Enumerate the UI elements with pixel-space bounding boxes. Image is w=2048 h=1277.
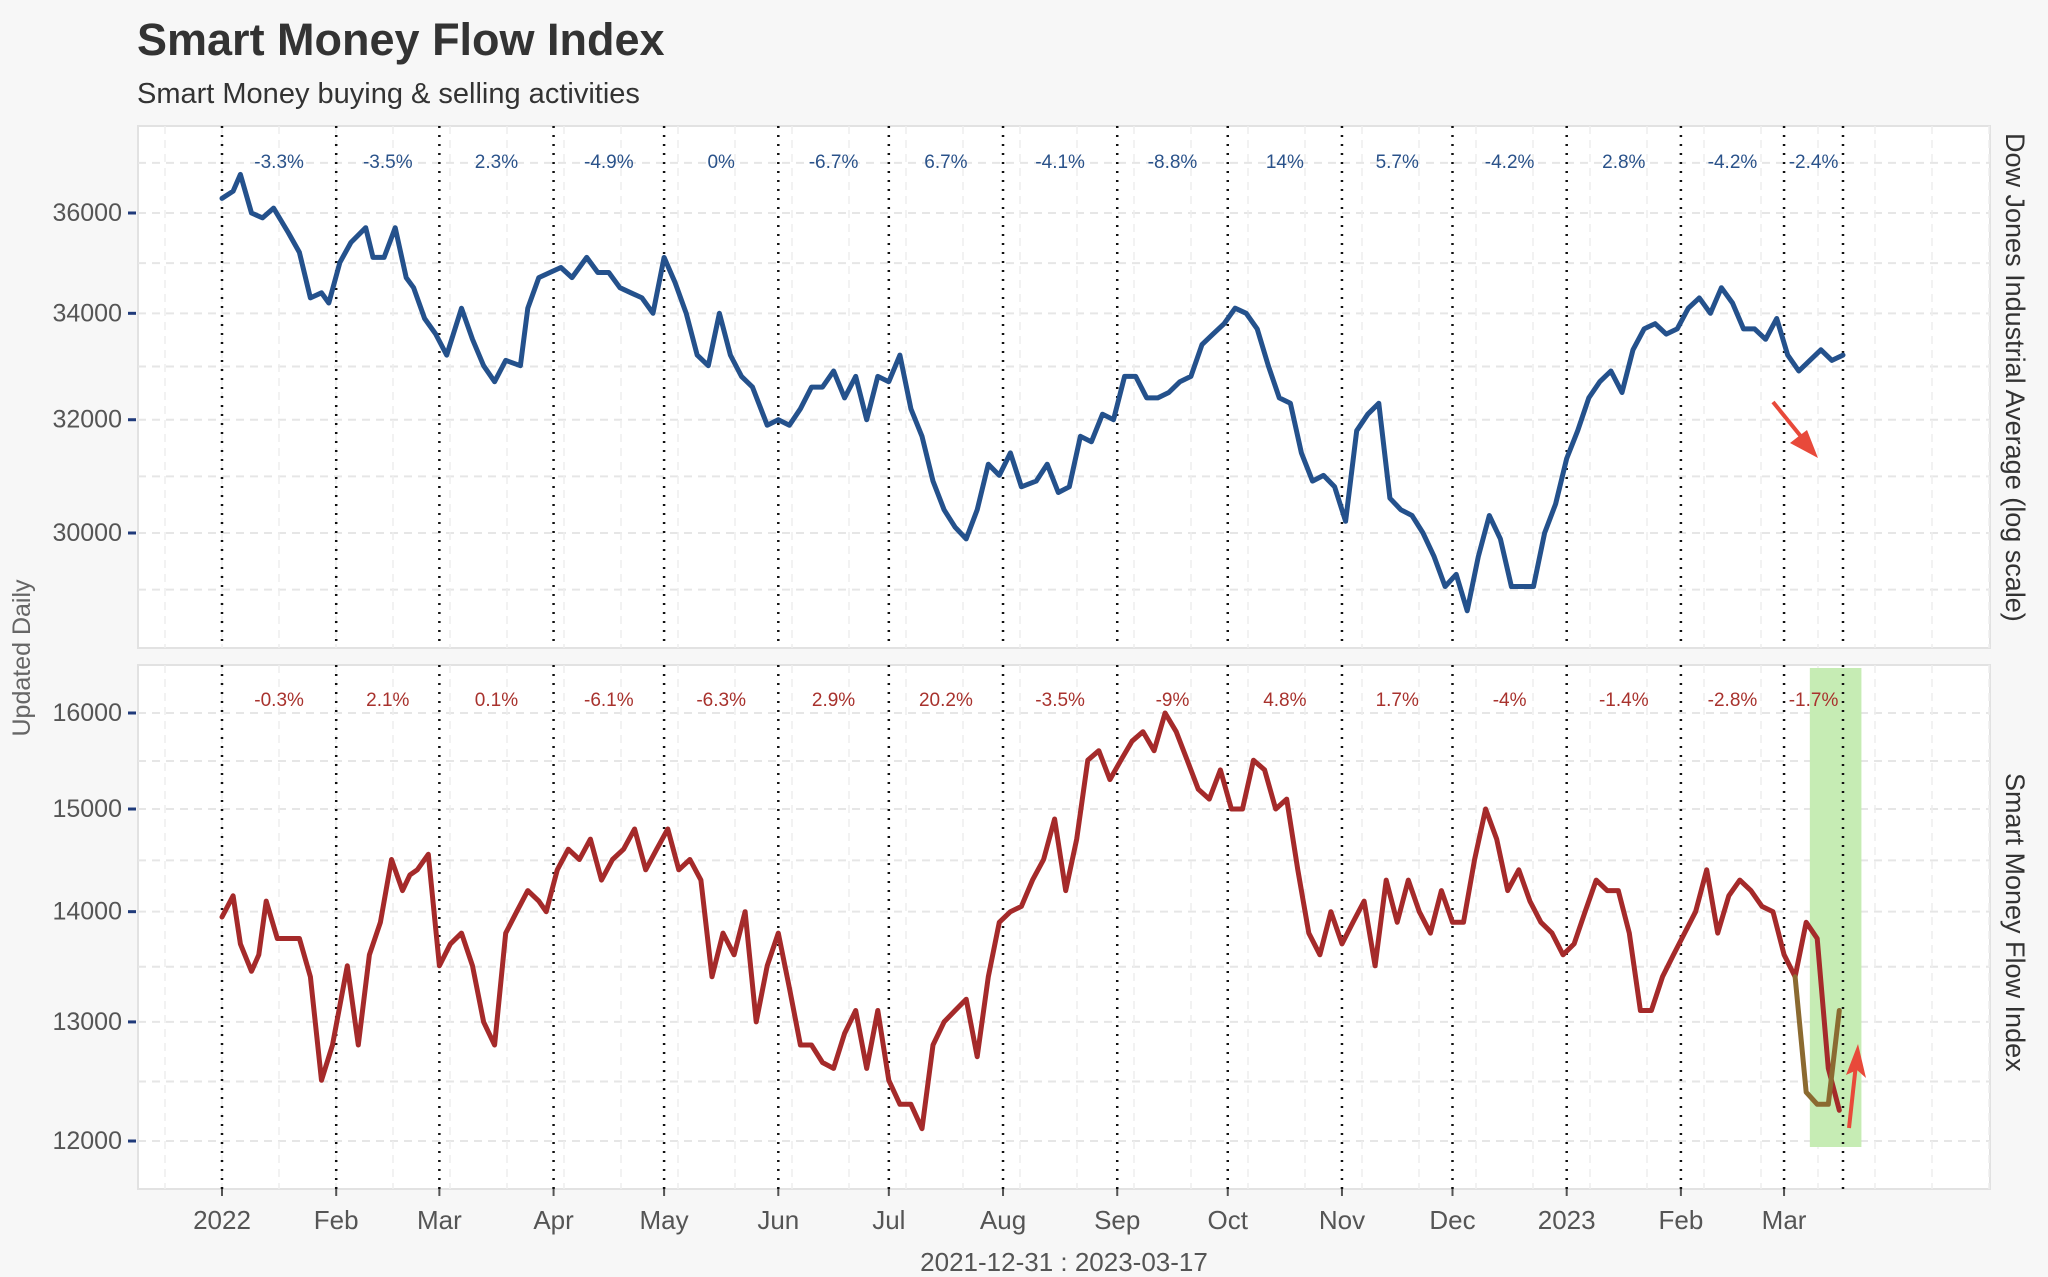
bottom-y-axis-ticks: 12000 13000 14000 15000 16000 <box>52 699 136 1155</box>
chart-subtitle: Smart Money buying & selling activities <box>137 78 640 110</box>
up-arrow-annotation <box>1846 1044 1866 1129</box>
x-tick-label: Jul <box>872 1205 905 1235</box>
top-monthly-change-label: -6.7% <box>809 152 859 173</box>
bottom-y-tick-label: 15000 <box>52 795 122 823</box>
x-tick-label: Mar <box>1762 1205 1807 1235</box>
date-range-label: 2021-12-31 : 2023-03-17 <box>920 1247 1208 1277</box>
top-monthly-change-label: -4.2% <box>1708 152 1758 173</box>
bottom-y-tick-label: 12000 <box>52 1127 122 1155</box>
top-panel-bg <box>137 125 1991 649</box>
top-monthly-change-label: -8.8% <box>1148 152 1198 173</box>
top-monthly-change-label: -3.5% <box>363 152 413 173</box>
top-right-axis-label: Dow Jones Industrial Average (log scale) <box>2000 133 2030 622</box>
bottom-monthly-change-label: -3.5% <box>1035 690 1085 711</box>
bottom-monthly-change-label: -2.8% <box>1708 690 1758 711</box>
bottom-month-separators <box>220 665 1845 1189</box>
x-tick-label: Jun <box>757 1205 799 1235</box>
bottom-y-tick-label: 13000 <box>52 1008 122 1036</box>
top-panel-grid <box>138 126 1990 648</box>
x-tick-label: Apr <box>533 1205 574 1235</box>
x-tick-label: Mar <box>417 1205 462 1235</box>
down-arrow-head <box>1790 430 1818 458</box>
bottom-monthly-change-label: -4% <box>1493 690 1527 711</box>
down-arrow-annotation <box>1771 400 1818 458</box>
top-monthly-change-label: 2.8% <box>1602 152 1645 173</box>
bottom-monthly-change-label: -6.3% <box>696 690 746 711</box>
x-tick-label: Sep <box>1094 1205 1140 1235</box>
bottom-right-axis-label: Smart Money Flow Index <box>2000 773 2030 1072</box>
bottom-y-tick-label: 14000 <box>52 898 122 926</box>
top-monthly-change-label: 0% <box>707 152 735 173</box>
top-monthly-change-labels: -3.3% -3.5% 2.3% -4.9% 0% -6.7% 6.7% -4.1% -8.8%… <box>254 152 1838 173</box>
top-monthly-change-label: 14% <box>1266 152 1304 173</box>
bottom-monthly-change-label: 0.1% <box>475 690 518 711</box>
top-monthly-change-label: -4.1% <box>1035 152 1085 173</box>
x-tick-label: Aug <box>980 1205 1026 1235</box>
x-tick-label: 2022 <box>193 1205 251 1235</box>
bottom-monthly-change-label: 2.9% <box>812 690 855 711</box>
top-monthly-change-label: 5.7% <box>1376 152 1419 173</box>
x-tick-label: 2023 <box>1538 1205 1596 1235</box>
top-monthly-change-label: -4.9% <box>584 152 634 173</box>
top-monthly-change-label: 6.7% <box>924 152 967 173</box>
top-monthly-change-label: -2.4% <box>1789 152 1839 173</box>
smfi-highlighted-tail-line <box>1792 974 1842 1107</box>
bottom-monthly-change-label: -9% <box>1156 690 1190 711</box>
x-tick-label: Feb <box>314 1205 359 1235</box>
bottom-monthly-change-label: -1.7% <box>1789 690 1839 711</box>
x-tick-label: Nov <box>1319 1205 1365 1235</box>
bottom-monthly-change-label: -6.1% <box>584 690 634 711</box>
top-monthly-change-label: 2.3% <box>475 152 518 173</box>
chart-title: Smart Money Flow Index <box>137 14 665 65</box>
smfi-series-line <box>219 710 1842 1132</box>
top-y-tick-label: 30000 <box>52 519 122 547</box>
top-y-tick-label: 36000 <box>52 199 122 227</box>
top-monthly-change-label: -4.2% <box>1485 152 1535 173</box>
bottom-monthly-change-label: -1.4% <box>1599 690 1649 711</box>
bottom-panel-grid <box>138 665 1990 1189</box>
x-tick-label: Feb <box>1658 1205 1703 1235</box>
top-y-tick-label: 32000 <box>52 406 122 434</box>
bottom-monthly-change-label: 20.2% <box>919 690 973 711</box>
x-tick-label: May <box>640 1205 689 1235</box>
x-tick-label: Dec <box>1429 1205 1475 1235</box>
left-axis-label: Updated Daily <box>8 579 36 737</box>
x-tick-label: Oct <box>1208 1205 1249 1235</box>
bottom-monthly-change-label: 2.1% <box>366 690 409 711</box>
bottom-monthly-change-label: 1.7% <box>1376 690 1419 711</box>
top-month-separators <box>220 126 1845 648</box>
bottom-y-tick-label: 16000 <box>52 699 122 727</box>
bottom-monthly-change-labels: -0.3% 2.1% 0.1% -6.1% -6.3% 2.9% 20.2% -3.5% -9%… <box>254 690 1838 711</box>
x-axis-ticks: 2022 Feb Mar Apr May Jun Jul Aug Sep Oct Nov Dec 202… <box>193 1189 1807 1235</box>
bottom-panel-bg <box>137 664 1991 1190</box>
top-y-tick-label: 34000 <box>52 299 122 327</box>
bottom-monthly-change-label: -0.3% <box>254 690 304 711</box>
top-monthly-change-label: -3.3% <box>254 152 304 173</box>
up-arrow-head <box>1846 1044 1866 1078</box>
top-y-axis-ticks: 30000 32000 34000 36000 <box>52 199 136 547</box>
bottom-monthly-change-label: 4.8% <box>1263 690 1306 711</box>
djia-series-line <box>219 171 1846 614</box>
